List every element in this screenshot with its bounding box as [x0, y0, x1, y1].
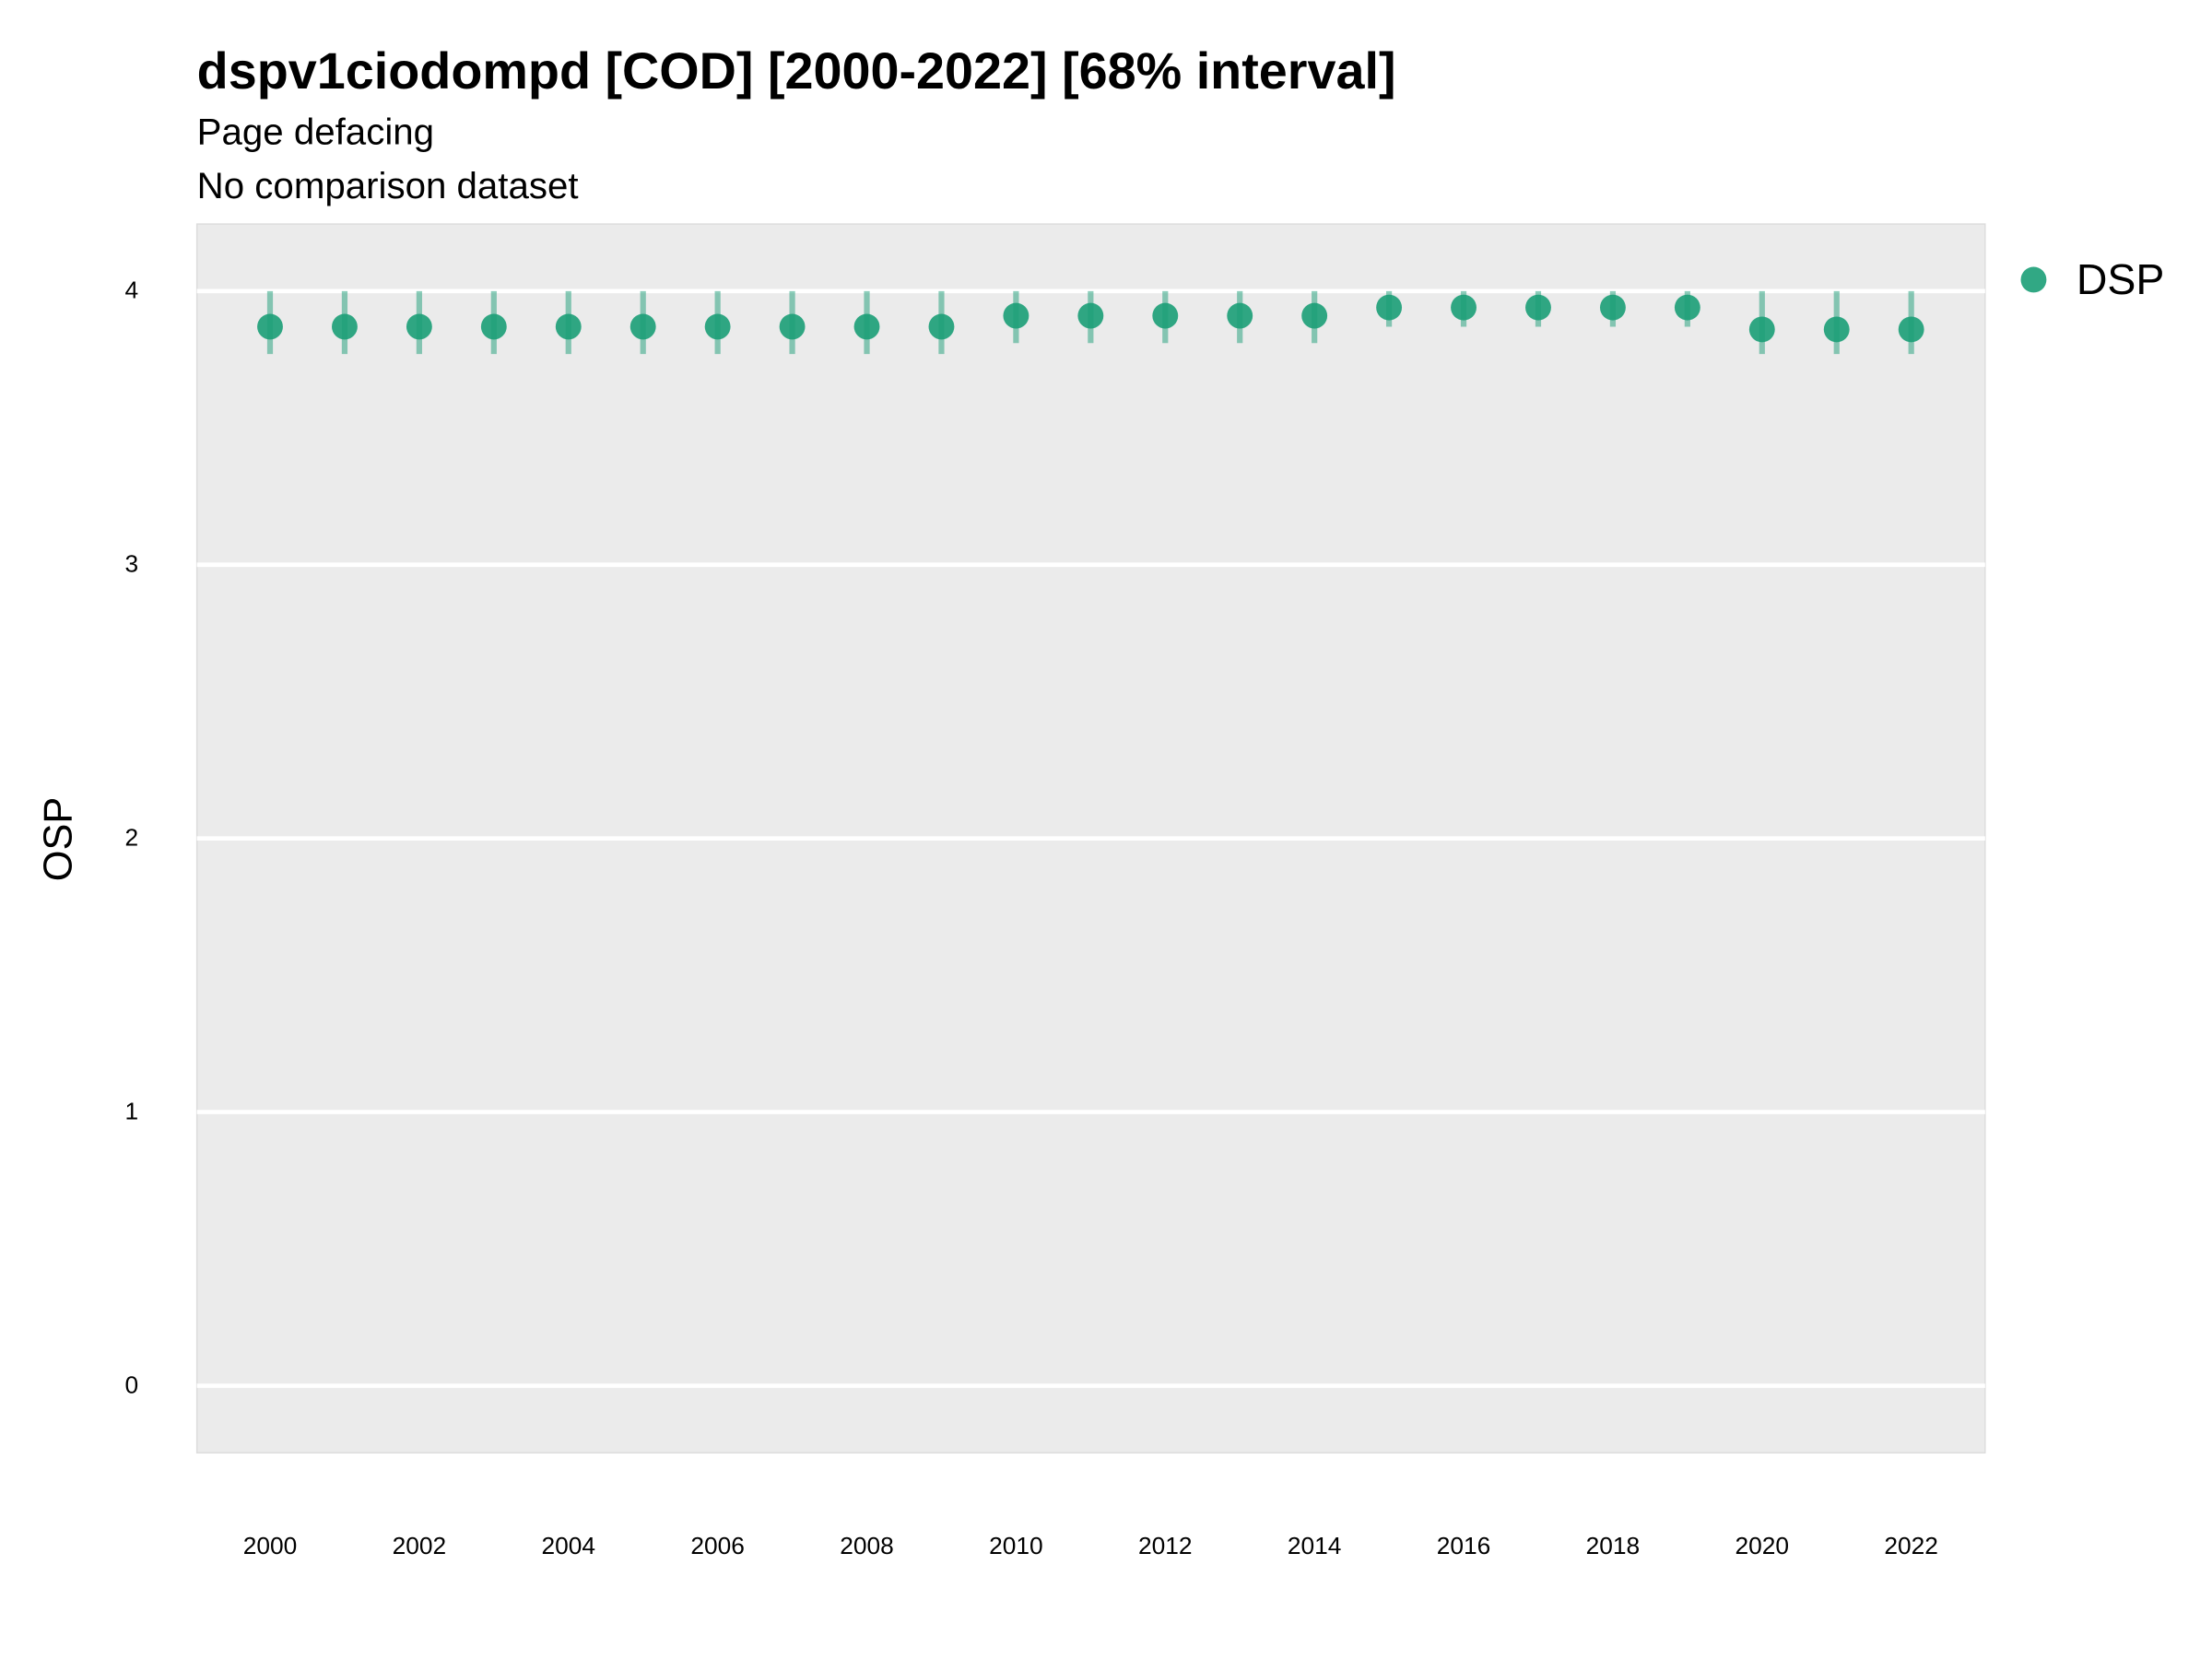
point: [1227, 302, 1253, 329]
point: [928, 313, 955, 340]
point: [704, 313, 731, 340]
legend-swatch: [2020, 266, 2047, 293]
chart-subtitle: Page defacing: [197, 111, 434, 152]
point: [406, 313, 432, 340]
point: [1077, 302, 1104, 329]
point: [1898, 316, 1924, 343]
x-tick-label: 2014: [1288, 1532, 1342, 1559]
x-tick-label: 2016: [1437, 1532, 1491, 1559]
y-tick-label: 2: [125, 823, 139, 851]
y-tick-label: 1: [125, 1097, 139, 1124]
point: [1376, 294, 1403, 321]
x-tick-label: 2020: [1735, 1532, 1790, 1559]
x-tick-label: 2006: [690, 1532, 745, 1559]
x-tick-label: 2004: [541, 1532, 595, 1559]
point: [1152, 302, 1179, 329]
point: [1599, 294, 1626, 321]
point: [1748, 316, 1775, 343]
chart-title: dspv1ciodompd [COD] [2000-2022] [68% int…: [197, 42, 1396, 100]
y-tick-label: 4: [125, 276, 139, 304]
point: [555, 313, 582, 340]
x-tick-label: 2018: [1586, 1532, 1641, 1559]
point: [1674, 294, 1700, 321]
point: [332, 313, 358, 340]
legend-label: DSP: [2077, 255, 2164, 303]
x-tick-label: 2008: [840, 1532, 894, 1559]
chart-subtitle: No comparison dataset: [197, 165, 579, 206]
x-tick-label: 2022: [1884, 1532, 1938, 1559]
x-tick-label: 2000: [243, 1532, 298, 1559]
y-tick-label: 3: [125, 550, 139, 578]
point: [480, 313, 507, 340]
point: [779, 313, 806, 340]
x-tick-label: 2010: [989, 1532, 1043, 1559]
point: [1525, 294, 1551, 321]
y-tick-label: 0: [125, 1371, 139, 1398]
point: [853, 313, 880, 340]
x-tick-label: 2012: [1138, 1532, 1193, 1559]
point: [1823, 316, 1850, 343]
point: [629, 313, 656, 340]
point: [257, 313, 283, 340]
x-tick-label: 2002: [393, 1532, 447, 1559]
point: [1301, 302, 1328, 329]
point: [1451, 294, 1477, 321]
point: [1003, 302, 1030, 329]
y-axis-label: OSP: [36, 797, 80, 882]
